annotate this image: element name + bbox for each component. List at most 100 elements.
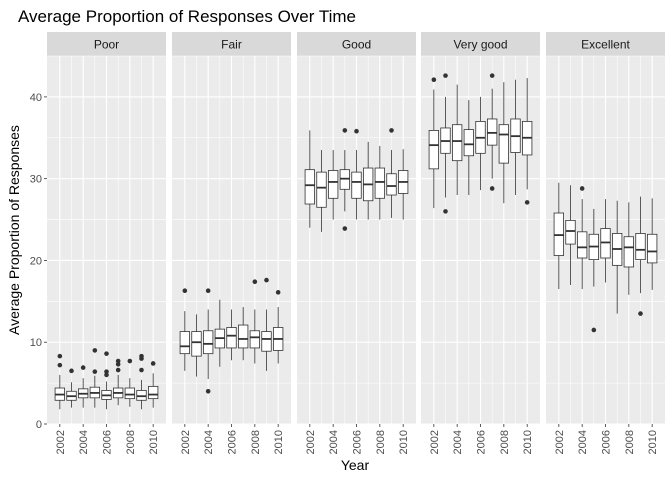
facet-strip (297, 32, 416, 56)
x-tick-label: 2010 (148, 430, 160, 454)
box-iqr (261, 331, 272, 352)
outlier-point (139, 367, 144, 373)
outlier-point (443, 73, 448, 78)
x-tick-label: 2002 (55, 430, 67, 454)
x-tick-label: 2008 (624, 430, 636, 454)
box-2007 (113, 358, 124, 406)
facet-panel-excellent: Excellent 2002 2004 2006 2008 2010 (546, 32, 665, 454)
box-iqr (148, 385, 159, 400)
outlier-point (115, 367, 121, 373)
box-iqr (238, 324, 249, 349)
facet-strip (47, 32, 166, 56)
facet-panel-poor: Poor 2002 2004 2006 2008 2010 (47, 32, 166, 454)
box-2004 (452, 84, 463, 196)
box-2002 (428, 77, 439, 209)
x-tick-label: 2006 (601, 430, 613, 454)
outlier-point (127, 358, 133, 364)
outlier-point (205, 388, 211, 394)
box-2007 (363, 141, 374, 220)
outlier-point (104, 372, 109, 378)
x-tick-label: 2006 (352, 430, 364, 454)
box-2006 (600, 199, 611, 283)
outlier-point (579, 186, 585, 191)
y-tick-label: 10 (30, 337, 42, 349)
x-axis-title: Year (341, 457, 370, 473)
box-2005 (339, 128, 350, 231)
x-tick-label: 2006 (476, 430, 488, 454)
box-iqr (249, 330, 260, 349)
outlier-point (638, 311, 643, 316)
box-2003 (565, 185, 576, 285)
box-2003 (440, 73, 451, 214)
outlier-point (524, 200, 530, 205)
box-2010 (522, 78, 533, 205)
x-tick-label: 2002 (554, 430, 566, 454)
chart-title: Average Proportion of Responses Over Tim… (18, 7, 356, 26)
box-2010 (273, 290, 284, 364)
box-2002 (54, 353, 65, 410)
outlier-point (591, 327, 597, 333)
x-tick-label: 2008 (499, 430, 511, 454)
outlier-point (139, 353, 144, 359)
box-2004 (328, 150, 339, 220)
box-2004 (78, 365, 89, 408)
facet-strip (421, 32, 540, 56)
outlier-point (342, 128, 348, 133)
outlier-point (150, 361, 156, 366)
box-2010 (148, 361, 159, 408)
box-2006 (475, 96, 486, 191)
facet-panel-fair: Fair 2002 2004 2006 2008 2010 (172, 32, 291, 454)
x-tick-label: 2004 (78, 430, 90, 454)
facet-panel-good: Good 2002 2004 2006 2008 2010 (297, 32, 416, 454)
x-tick-label: 2002 (305, 430, 317, 454)
outlier-point (92, 369, 98, 374)
box-2008 (249, 279, 260, 364)
y-tick-label: 30 (30, 174, 42, 186)
outlier-point (342, 226, 348, 231)
box-iqr (316, 171, 327, 208)
box-iqr (179, 331, 190, 355)
x-tick-label: 2008 (375, 430, 387, 454)
outlier-point (115, 358, 121, 364)
facet-strip-label: Fair (221, 38, 242, 52)
outlier-point (264, 277, 269, 283)
x-tick-label: 2004 (452, 430, 464, 454)
outlier-point (182, 288, 188, 294)
outlier-point (252, 279, 258, 285)
x-tick-label: 2006 (227, 430, 239, 454)
box-2008 (623, 202, 634, 295)
box-iqr (203, 330, 214, 355)
box-iqr (498, 124, 509, 164)
box-2003 (316, 150, 327, 232)
x-tick-label: 2010 (398, 430, 410, 454)
outlier-point (80, 365, 86, 370)
facet-strip-label: Good (342, 38, 371, 52)
x-tick-label: 2002 (429, 430, 441, 454)
box-2009 (386, 128, 397, 218)
y-axis-title: Average Proportion of Responses (6, 125, 22, 335)
facet-strip (172, 32, 291, 56)
outlier-point (92, 348, 98, 353)
outlier-point (205, 288, 211, 294)
box-2008 (498, 82, 509, 204)
x-tick-label: 2008 (250, 430, 262, 454)
box-iqr (386, 173, 397, 196)
facet-strip (546, 32, 665, 56)
box-iqr (452, 124, 463, 162)
outlier-point (354, 128, 359, 134)
facet-strip-label: Excellent (581, 38, 630, 52)
box-iqr (304, 169, 315, 205)
x-tick-label: 2004 (328, 430, 340, 454)
x-tick-label: 2010 (522, 430, 534, 454)
box-2009 (510, 79, 521, 196)
box-iqr (565, 219, 576, 245)
box-2004 (203, 288, 214, 394)
box-2004 (577, 186, 588, 290)
box-2005 (89, 348, 100, 408)
box-2007 (238, 307, 249, 361)
facet-panels: Poor 2002 2004 2006 2008 2010 Fair 2002 2004 2006… (47, 32, 665, 454)
box-iqr (647, 233, 658, 264)
box-iqr (226, 327, 237, 349)
box-2009 (136, 353, 147, 410)
